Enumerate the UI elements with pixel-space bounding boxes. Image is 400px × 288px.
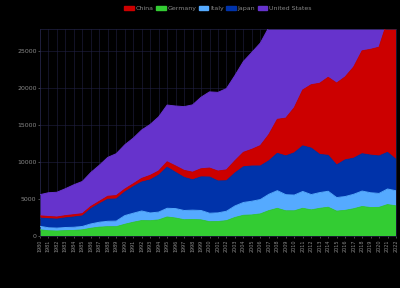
Legend: China, Germany, Italy, Japan, United States: China, Germany, Italy, Japan, United Sta… (124, 5, 312, 12)
